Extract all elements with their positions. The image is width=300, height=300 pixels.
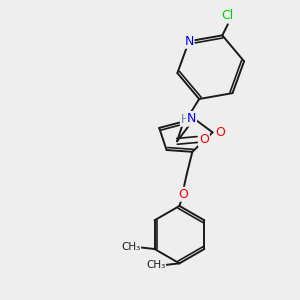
- Text: N: N: [184, 35, 194, 48]
- Text: O: O: [199, 133, 209, 146]
- Text: CH₃: CH₃: [121, 242, 140, 252]
- Text: H: H: [181, 113, 190, 126]
- Text: N: N: [187, 112, 196, 125]
- Text: CH₃: CH₃: [146, 260, 165, 270]
- Text: O: O: [178, 188, 188, 201]
- Text: Cl: Cl: [222, 9, 234, 22]
- Text: O: O: [215, 126, 225, 139]
